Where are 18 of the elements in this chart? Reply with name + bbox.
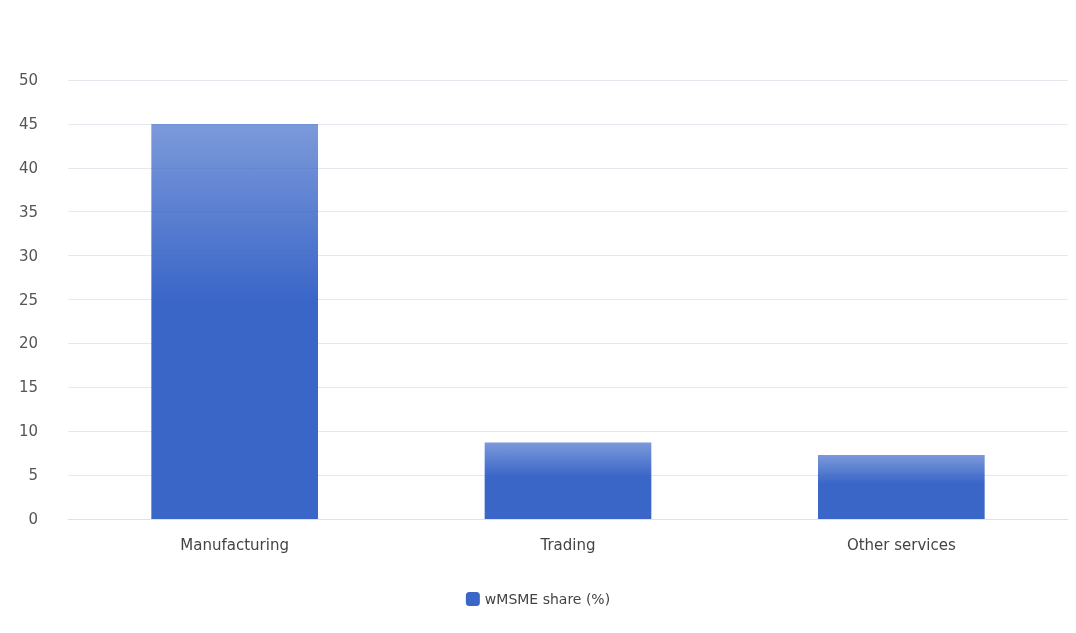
x-tick-label: Trading xyxy=(539,535,596,554)
y-tick-label: 45 xyxy=(18,114,38,133)
bar xyxy=(484,442,652,519)
x-tick-label: Manufacturing xyxy=(180,535,289,554)
y-tick-label: 50 xyxy=(18,71,38,89)
bar xyxy=(818,454,985,519)
x-tick-label: Other services xyxy=(846,535,956,554)
y-tick-label: 30 xyxy=(18,246,38,265)
y-tick-label: 15 xyxy=(18,378,38,397)
y-tick-label: 35 xyxy=(18,202,38,221)
y-tick-label: 25 xyxy=(18,290,38,309)
y-tick-label: 20 xyxy=(18,334,38,353)
y-tick-label: 5 xyxy=(28,466,38,485)
y-tick-label: 0 xyxy=(28,510,38,528)
legend-label: wMSME share (%) xyxy=(484,591,611,607)
y-tick-label: 10 xyxy=(18,422,38,441)
y-tick-label: 40 xyxy=(18,158,38,177)
bar xyxy=(151,123,318,519)
